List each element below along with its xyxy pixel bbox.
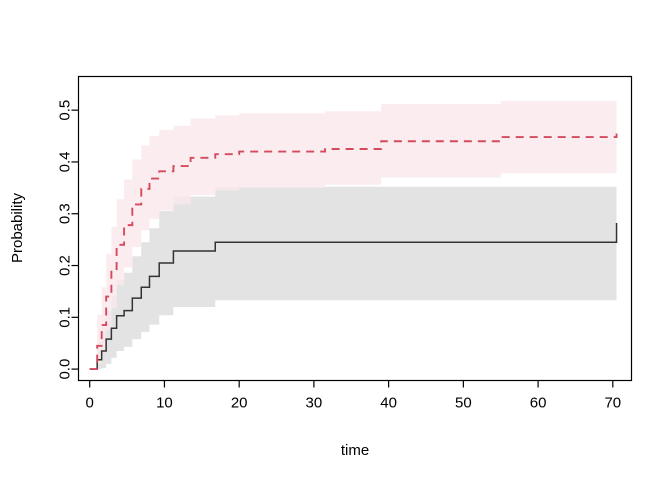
y-tick-label: 0.0 [57,359,74,380]
y-tick-label: 0.2 [57,255,74,276]
x-tick-label: 60 [530,395,547,412]
step-curve-curve_2 [89,133,618,371]
y-tick-label: 0.4 [57,152,74,173]
y-tick-label: 0.1 [57,307,74,328]
x-tick-label: 50 [455,395,472,412]
x-axis-title: time [341,442,369,459]
y-axis-title: Probability [9,192,26,263]
x-tick-label: 0 [86,395,94,412]
step-curve-curve_1 [89,223,618,370]
y-tick-label: 0.3 [57,203,74,224]
confidence-band-curve_1 [89,164,617,370]
confidence-band-curve_2 [89,98,617,370]
x-axis: 0 10 20 30 40 50 60 70 [86,380,621,412]
curve-group [89,133,618,371]
x-tick-label: 20 [231,395,248,412]
x-tick-label: 40 [380,395,397,412]
confidence-bands-group [89,98,617,370]
y-axis: 0.0 0.1 0.2 0.3 0.4 0.5 [57,100,79,380]
plot-frame [77,75,633,382]
y-tick-label: 0.5 [57,100,74,121]
x-tick-label: 70 [604,395,621,412]
x-tick-label: 10 [156,395,173,412]
x-tick-label: 30 [306,395,323,412]
